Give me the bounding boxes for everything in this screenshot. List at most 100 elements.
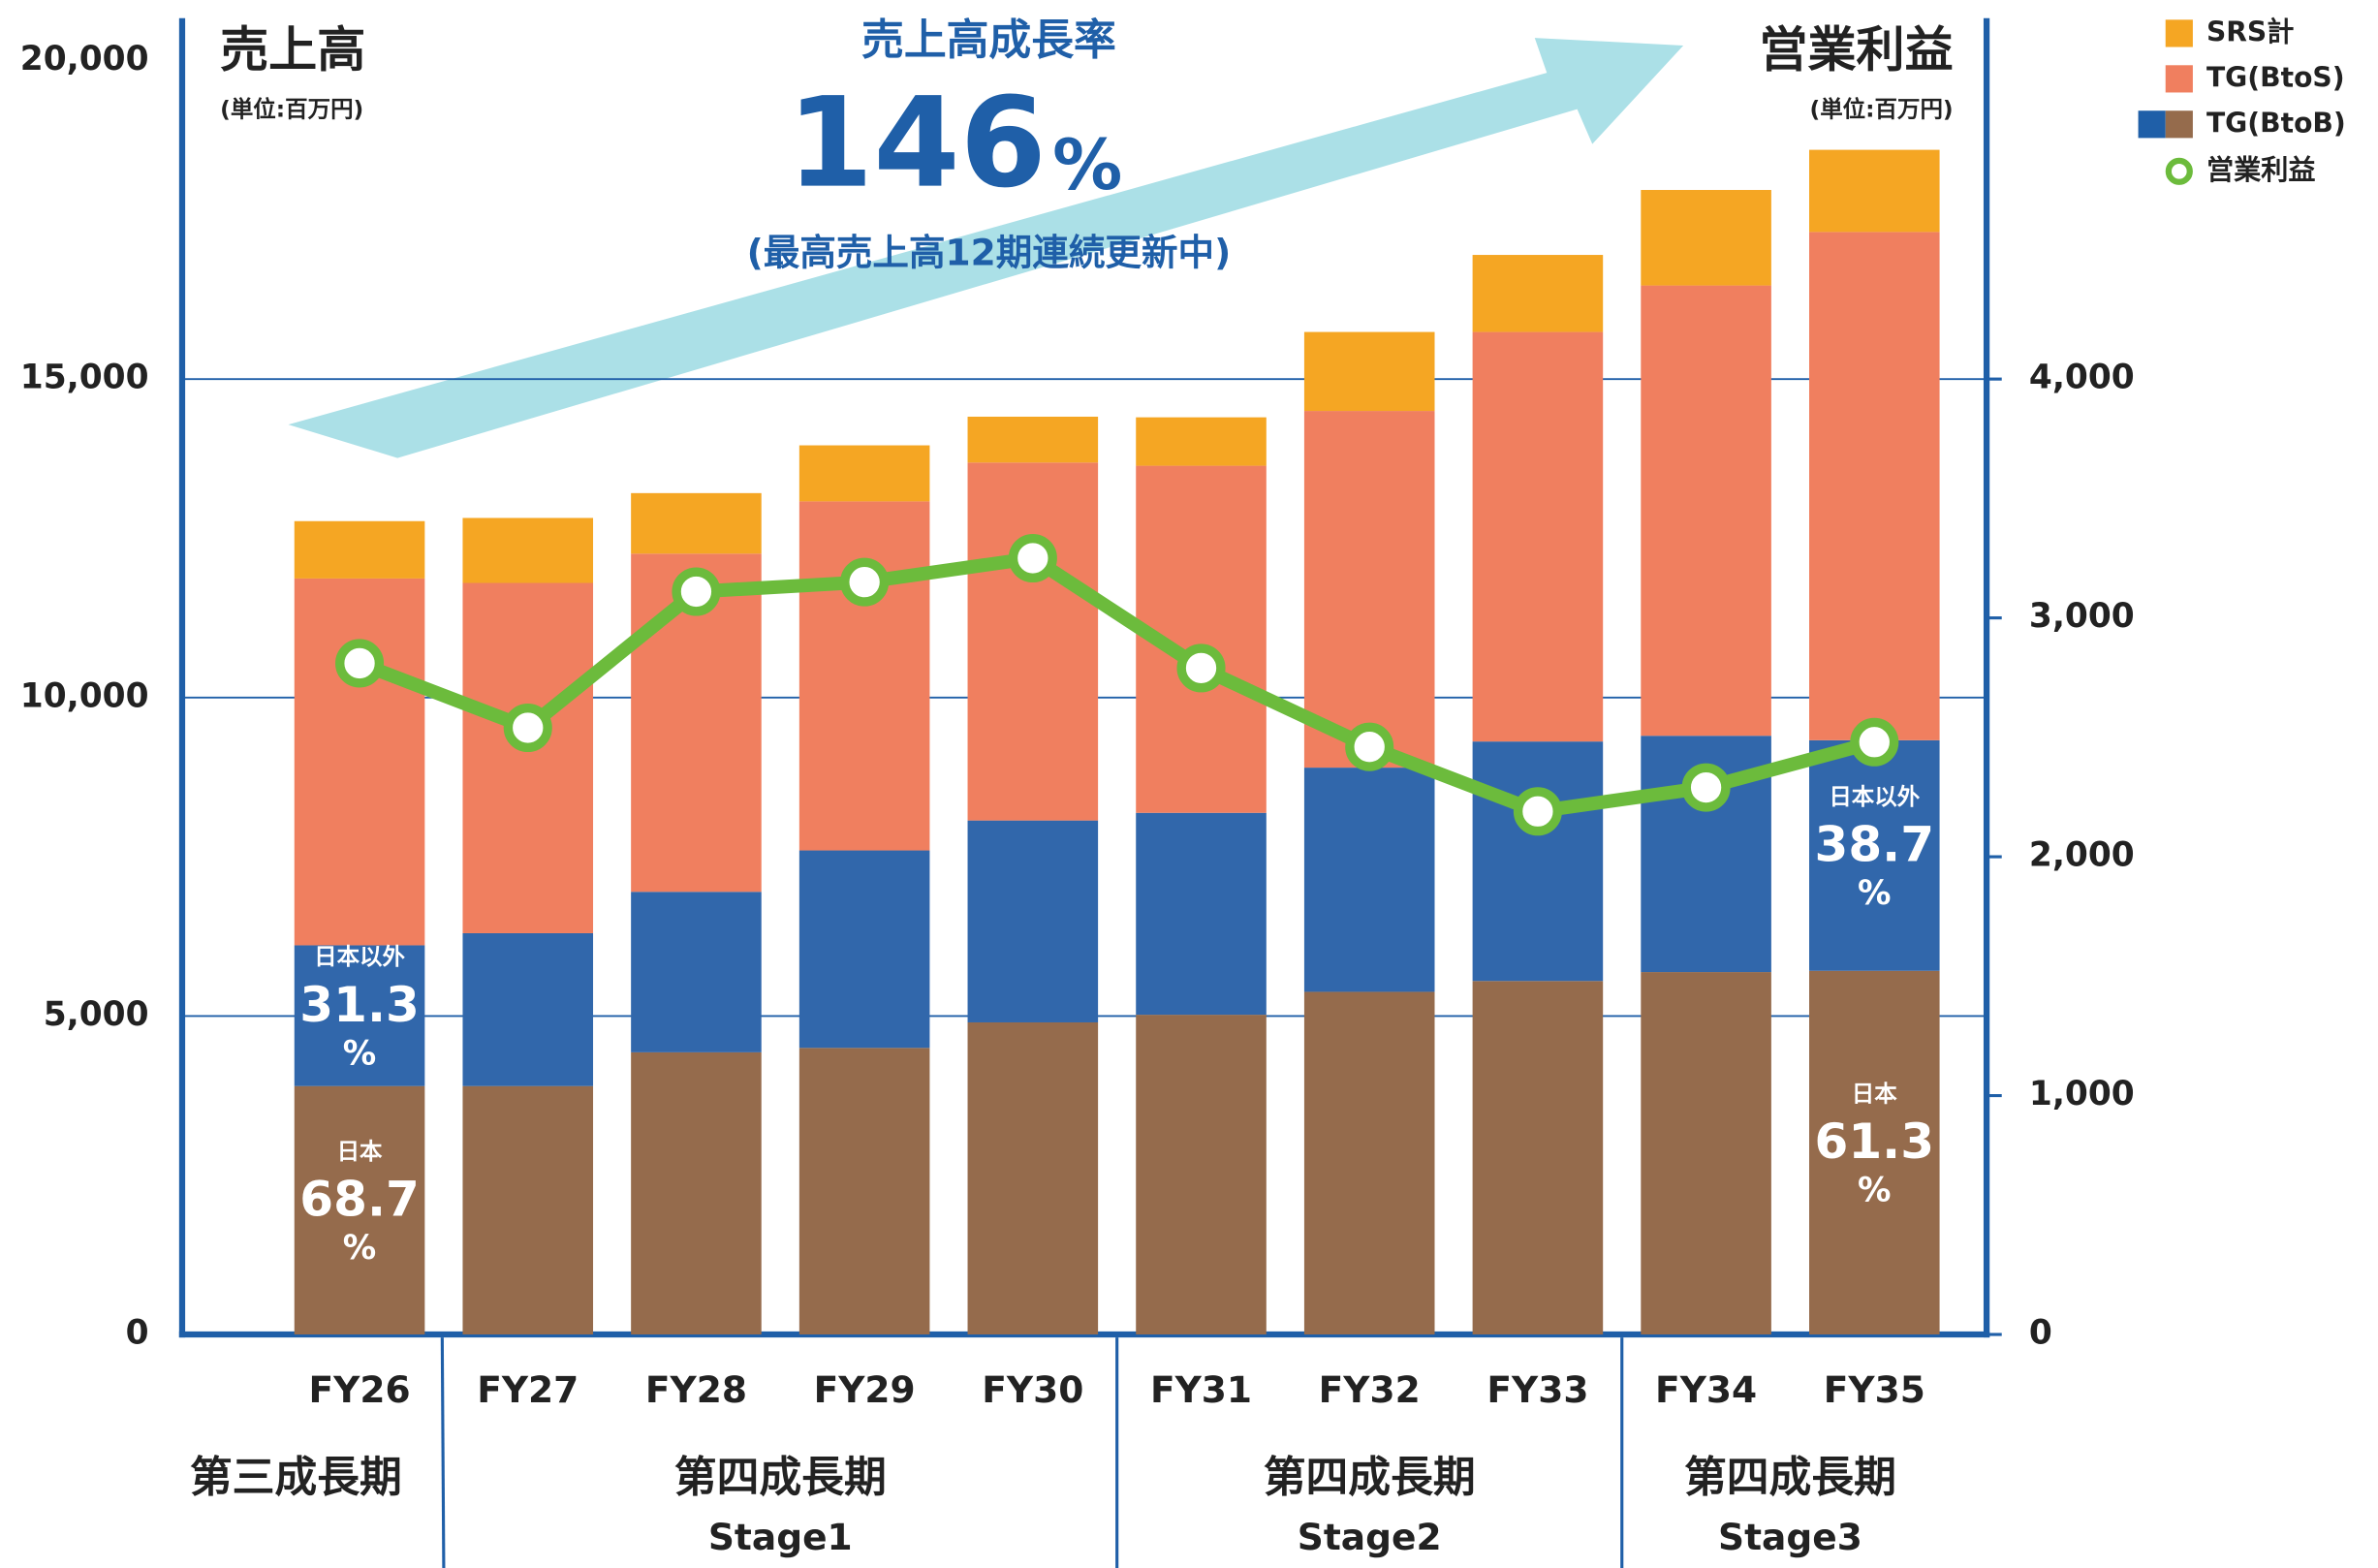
- group-label: 第四成長期: [1264, 1453, 1476, 1502]
- share-name: 日本: [337, 1138, 383, 1165]
- bar-segment: [294, 1085, 425, 1335]
- bar-segment: [294, 945, 425, 1086]
- group-sub-label: Stage1: [708, 1516, 853, 1558]
- y2-tick-label: 4,000: [2029, 359, 2135, 397]
- bar-segment: [1809, 970, 1940, 1335]
- bar-segment: [1303, 331, 1435, 412]
- x-tick-label: FY34: [1655, 1368, 1757, 1411]
- profit-point: [503, 703, 552, 753]
- bar-segment: [1472, 331, 1604, 742]
- bar-segment: [1641, 190, 1771, 286]
- bar-segment: [1136, 417, 1267, 466]
- bar-segment: [798, 850, 930, 1049]
- bar-segment: [1136, 812, 1267, 1016]
- legend-label: TG(BtoS): [2206, 61, 2345, 93]
- x-tick-label: FY28: [645, 1368, 747, 1411]
- bar-segment: [1641, 285, 1771, 737]
- group-label: 第四成長期: [1684, 1453, 1896, 1502]
- bar-segment: [294, 520, 425, 579]
- x-tick-label: FY32: [1319, 1368, 1421, 1411]
- x-tick-label: FY26: [309, 1368, 411, 1411]
- legend-label: SRS計: [2206, 16, 2294, 47]
- profit-point: [1345, 722, 1394, 771]
- bar-segment: [967, 1021, 1099, 1335]
- legend-swatch: [2138, 110, 2166, 139]
- growth-value: 146: [787, 72, 1047, 216]
- share-value: 31.3: [299, 977, 420, 1033]
- y2-tick-label: 3,000: [2029, 597, 2135, 636]
- bar-segment: [631, 1051, 762, 1335]
- bar-segment: [462, 582, 594, 933]
- share-name: 日本以外: [1829, 783, 1920, 810]
- y2-title: 営業利益: [1759, 21, 1953, 78]
- bar-segment: [462, 932, 594, 1086]
- group-sub-label: Stage2: [1298, 1516, 1442, 1558]
- bar-segment: [631, 492, 762, 554]
- bar-segment: [631, 892, 762, 1052]
- legend-swatch: [2165, 19, 2193, 47]
- y-tick-label: 10,000: [20, 676, 149, 715]
- share-unit: %: [343, 1229, 376, 1268]
- y-tick-label: 5,000: [44, 995, 149, 1034]
- x-tick-label: FY29: [814, 1368, 916, 1411]
- bar-segment: [1472, 981, 1604, 1335]
- growth-label: 売上高成長率: [861, 16, 1116, 65]
- x-tick-label: FY33: [1486, 1368, 1588, 1411]
- bar-segment: [798, 445, 930, 502]
- profit-point: [672, 567, 721, 616]
- x-tick-label: FY27: [477, 1368, 579, 1411]
- bar-segment: [1136, 1015, 1267, 1335]
- group-label: 第四成長期: [674, 1453, 887, 1502]
- unit-note: (単位:百万円): [220, 96, 363, 123]
- y-tick-label: 0: [126, 1314, 149, 1353]
- legend-label: 営業利益: [2206, 154, 2316, 186]
- profit-point: [1681, 763, 1731, 812]
- share-value: 38.7: [1815, 816, 1935, 872]
- y2-tick-label: 1,000: [2029, 1075, 2135, 1113]
- bar-segment: [1303, 991, 1435, 1335]
- growth-arrow: [288, 38, 1684, 458]
- share-unit: %: [1858, 1172, 1891, 1210]
- bar-segment: [1809, 739, 1940, 971]
- bar-segment: [1472, 741, 1604, 982]
- bar-segment: [1641, 972, 1771, 1335]
- profit-point: [840, 557, 890, 607]
- bar-segment: [462, 517, 594, 583]
- legend-swatch: [2165, 65, 2193, 93]
- x-tick-label: FY30: [982, 1368, 1083, 1411]
- y2-tick-label: 2,000: [2029, 836, 2135, 875]
- bar-segment: [1472, 255, 1604, 332]
- share-value: 68.7: [299, 1172, 420, 1228]
- profit-point: [1008, 533, 1057, 583]
- group-sub-label: Stage3: [1718, 1516, 1862, 1558]
- group-separator: [440, 1337, 446, 1568]
- share-value: 61.3: [1815, 1113, 1935, 1170]
- bar-segment: [798, 1048, 930, 1335]
- legend-marker: [2165, 157, 2193, 185]
- legend-label: TG(BtoB): [2206, 107, 2346, 139]
- profit-point: [1176, 643, 1226, 693]
- bar-segment: [967, 462, 1099, 821]
- share-name: 日本: [1852, 1080, 1897, 1107]
- share-name: 日本以外: [314, 943, 405, 970]
- y-tick-label: 20,000: [20, 40, 149, 78]
- y2-unit-note: (単位:百万円): [1809, 96, 1953, 123]
- profit-point: [1513, 787, 1562, 836]
- profit-line: [357, 550, 1877, 819]
- y2-tick-label: 0: [2029, 1314, 2052, 1353]
- bar-segment: [1303, 768, 1435, 992]
- legend-swatch: [2165, 110, 2193, 139]
- share-unit: %: [1858, 874, 1891, 913]
- bar-segment: [1809, 232, 1940, 740]
- bar-segment: [967, 820, 1099, 1022]
- bar-segment: [462, 1085, 594, 1335]
- group-label: 第三成長期: [190, 1453, 402, 1502]
- bar-segment: [294, 578, 425, 946]
- profit-point: [1850, 717, 1899, 767]
- x-tick-label: FY35: [1824, 1368, 1925, 1411]
- profit-point: [335, 639, 385, 688]
- growth-note: (最高売上高12期連続更新中): [747, 231, 1232, 273]
- share-unit: %: [343, 1034, 376, 1073]
